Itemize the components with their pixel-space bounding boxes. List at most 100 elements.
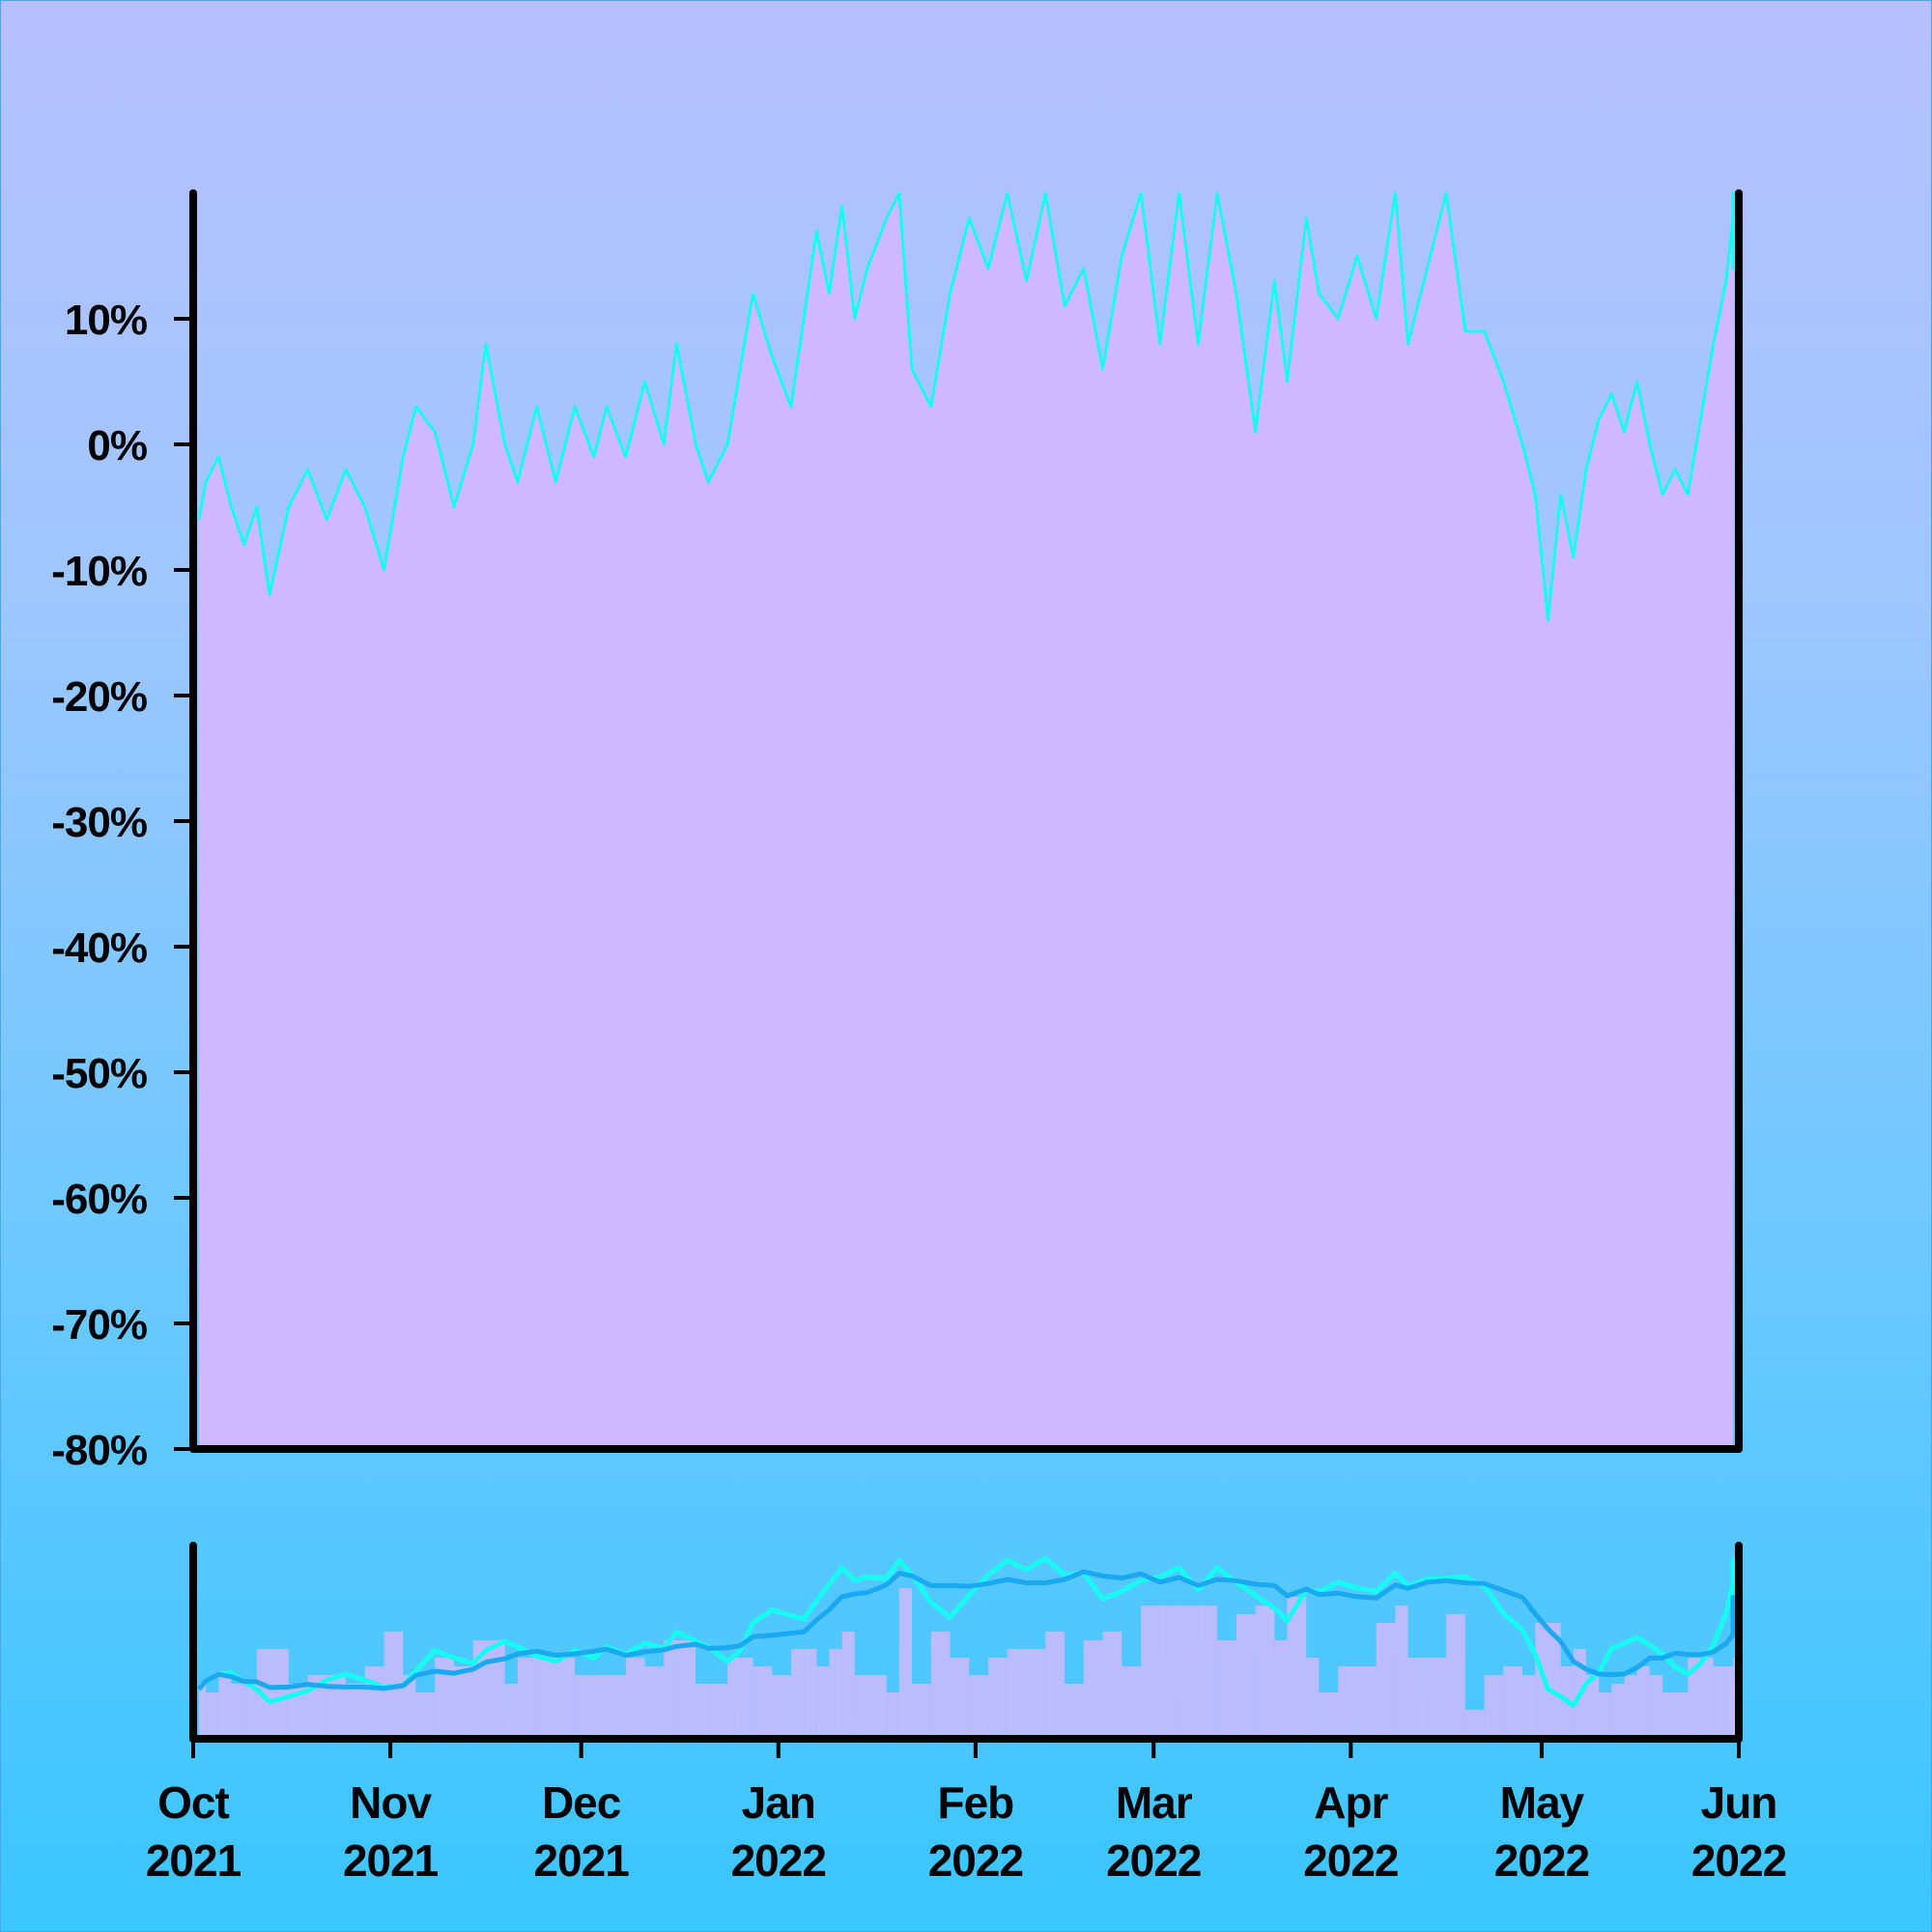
overview-bar [696,1684,709,1739]
overview-bar [1102,1632,1122,1739]
drawdown-area [199,193,1733,1449]
overview-bar [1122,1666,1142,1739]
x-tick-label-year: 2022 [1106,1835,1201,1886]
x-tick-label-year: 2022 [1303,1835,1398,1886]
overview-bar [1338,1666,1357,1739]
overview-bar [1217,1640,1236,1739]
overview-bar [270,1649,289,1739]
x-tick-label-month: Nov [350,1777,432,1828]
overview-bar [1446,1614,1465,1739]
overview-bar [625,1658,645,1739]
overview-bar [485,1640,505,1739]
overview-bar [740,1658,753,1739]
overview-bar [790,1649,805,1739]
overview-bar [1548,1623,1561,1739]
overview-bar [415,1692,436,1739]
overview-bar [1464,1710,1485,1739]
x-tick-label-year: 2021 [533,1835,629,1886]
overview-bar [676,1640,696,1739]
overview-bar [364,1666,384,1739]
overview-bar [1065,1684,1084,1739]
y-tick-label: -60% [51,1176,147,1223]
y-tick-label: -20% [51,673,147,721]
overview-bar [1599,1692,1612,1739]
overview-bar [1376,1623,1396,1739]
overview-bar [1522,1675,1536,1739]
overview-bar [708,1684,728,1739]
overview-bar [1535,1623,1548,1739]
y-tick-label: 10% [65,297,147,344]
drawdown-line [197,191,1735,622]
overview-bar [1733,1684,1735,1739]
x-tick-label-year: 2022 [1494,1835,1589,1886]
overview-bar [555,1658,576,1739]
overview-bar [1306,1658,1320,1739]
overview-bar [1083,1640,1103,1739]
x-tick-label-year: 2021 [146,1835,242,1886]
y-tick-label: -10% [51,548,147,595]
overview-bar [1713,1666,1726,1739]
overview-bar [536,1658,556,1739]
overview-bar [1688,1658,1701,1739]
overview-bar [664,1640,677,1739]
overview-bar [1503,1666,1523,1739]
overview-bar [218,1675,232,1739]
overview-bar [753,1666,773,1739]
x-tick-label-month: Apr [1314,1777,1388,1828]
overview-bar [644,1666,665,1739]
overview-bar [593,1675,607,1739]
overview-bar [1427,1658,1447,1739]
overview-bar [1649,1675,1662,1739]
x-tick-label-month: Dec [542,1777,621,1828]
overview-bar [1007,1649,1027,1739]
overview-bar [1159,1605,1179,1739]
overview-bar [231,1684,244,1739]
y-tick-label: -50% [51,1050,147,1097]
overview-bar [606,1675,626,1739]
overview-bar [1274,1640,1288,1739]
overview-bar [206,1692,219,1739]
overview-bar [403,1675,416,1739]
x-tick-label-month: Mar [1116,1777,1193,1828]
overview-bar [1636,1666,1650,1739]
overview-bar [816,1666,830,1739]
overview-bar [1624,1675,1637,1739]
x-tick-label-month: May [1500,1777,1585,1828]
x-tick-label-year: 2022 [928,1835,1023,1886]
x-tick-label-year: 2021 [343,1835,439,1886]
overview-bar [930,1632,951,1739]
y-tick-label: -70% [51,1301,147,1349]
overview-bar [867,1675,887,1739]
overview-bar [1484,1675,1504,1739]
y-tick-label: 0% [87,422,147,469]
overview-bar [517,1658,537,1739]
overview-bar [912,1684,931,1739]
overview-ma-long [197,1569,1736,1691]
overview-bar [1395,1605,1408,1739]
overview-bar [504,1684,518,1739]
overview-bar [950,1658,970,1739]
overview-bar [575,1675,594,1739]
y-tick-label: -30% [51,799,147,846]
overview-bar [199,1684,207,1739]
y-tick-label: -80% [51,1427,147,1474]
overview-bar [1407,1658,1428,1739]
x-tick-label-month: Jun [1701,1777,1777,1828]
x-tick-label-month: Feb [937,1777,1013,1828]
x-tick-label-month: Oct [157,1777,229,1828]
y-tick-label: -40% [51,924,147,972]
overview-bar [829,1649,842,1739]
overview-bar [1198,1605,1218,1739]
overview-bar [804,1649,817,1739]
overview-bar [1675,1692,1689,1739]
overview-bar [1287,1597,1307,1739]
overview-bar [886,1692,899,1739]
overview-bar [1585,1675,1600,1739]
x-tick-label-year: 2022 [731,1835,826,1886]
overview-bar [1662,1692,1676,1739]
overview-bar [435,1658,454,1739]
overview-bar [1236,1614,1256,1739]
overview-bar [898,1588,913,1739]
x-tick-label-month: Jan [742,1777,815,1828]
